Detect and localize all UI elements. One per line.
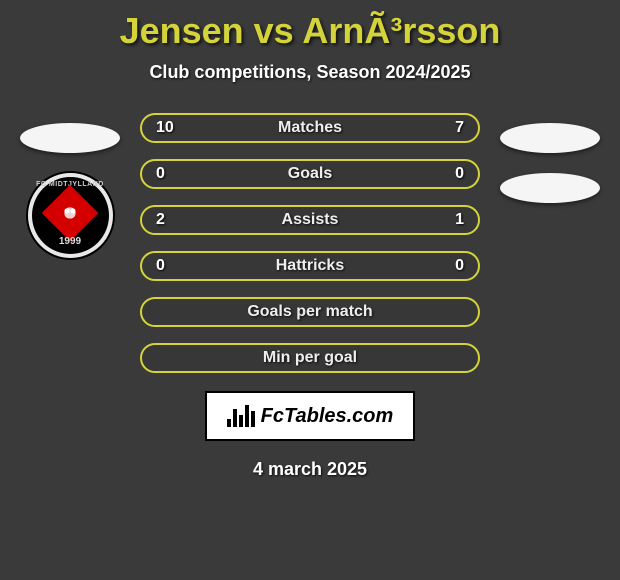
club-badge-midtjylland: FC MIDTJYLLAND 1999	[28, 173, 113, 258]
player-photo-placeholder-left	[20, 123, 120, 153]
left-player-column: FC MIDTJYLLAND 1999	[15, 113, 125, 258]
stat-value-right: 0	[455, 257, 464, 275]
comparison-card: Jensen vs ArnÃ³rsson Club competitions, …	[0, 0, 620, 480]
stat-row: Goals per match	[140, 297, 480, 327]
stat-value-left: 0	[156, 257, 165, 275]
club-founding-year: 1999	[59, 236, 81, 247]
stat-label: Assists	[142, 211, 478, 229]
stat-label: Min per goal	[142, 349, 478, 367]
stat-row: Min per goal	[140, 343, 480, 373]
page-title: Jensen vs ArnÃ³rsson	[0, 10, 620, 52]
stat-value-right: 1	[455, 211, 464, 229]
stat-value-right: 0	[455, 165, 464, 183]
stat-label: Goals per match	[142, 303, 478, 321]
stat-row: 2Assists1	[140, 205, 480, 235]
stat-label: Goals	[142, 165, 478, 183]
stat-label: Matches	[142, 119, 478, 137]
stat-value-left: 2	[156, 211, 165, 229]
footer-date: 4 march 2025	[0, 459, 620, 480]
stat-row: 0Goals0	[140, 159, 480, 189]
branding-badge: FcTables.com	[205, 391, 415, 441]
branding-text: FcTables.com	[261, 405, 394, 428]
stat-label: Hattricks	[142, 257, 478, 275]
stat-row: 10Matches7	[140, 113, 480, 143]
stat-value-left: 0	[156, 165, 165, 183]
stat-row: 0Hattricks0	[140, 251, 480, 281]
wolf-head-icon	[42, 185, 99, 242]
stats-list: 10Matches70Goals02Assists10Hattricks0Goa…	[140, 113, 480, 373]
bar-chart-icon	[227, 405, 255, 427]
player-photo-placeholder-right	[500, 123, 600, 153]
page-subtitle: Club competitions, Season 2024/2025	[0, 62, 620, 83]
stat-value-left: 10	[156, 119, 174, 137]
club-badge-placeholder-right	[500, 173, 600, 203]
stat-value-right: 7	[455, 119, 464, 137]
body-area: FC MIDTJYLLAND 1999 10Matches70Goals02As…	[0, 113, 620, 373]
right-player-column	[495, 113, 605, 203]
